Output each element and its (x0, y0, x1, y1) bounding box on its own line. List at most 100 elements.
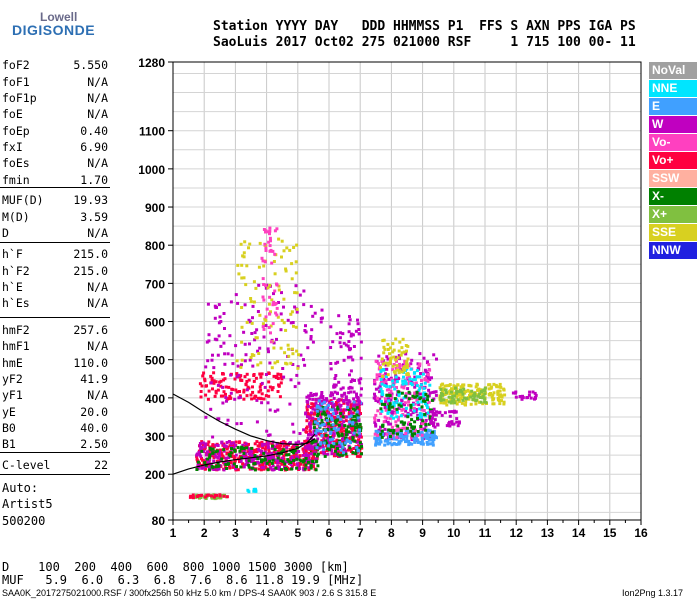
echo-point (244, 283, 248, 287)
echo-point (402, 350, 406, 354)
echo-point (199, 496, 203, 499)
echo-point (282, 305, 285, 309)
param-key: hmF2 (2, 323, 30, 337)
echo-point (402, 426, 406, 430)
echo-point (271, 456, 275, 459)
echo-point (308, 424, 312, 428)
echo-point (334, 447, 338, 451)
echo-point (235, 422, 239, 426)
echo-point (241, 443, 245, 447)
param-value: 6.90 (80, 140, 108, 154)
echo-point (416, 430, 420, 433)
echo-point (373, 392, 376, 396)
echo-point (357, 419, 361, 423)
echo-point (379, 407, 383, 411)
echo-point (319, 441, 323, 445)
echo-point (248, 358, 252, 362)
echo-point (255, 328, 259, 332)
echo-point (277, 288, 281, 292)
echo-point (344, 398, 348, 402)
echo-point (310, 459, 314, 463)
echo-point (392, 355, 396, 359)
echo-point (352, 397, 356, 401)
echo-point (291, 422, 295, 426)
echo-point (475, 382, 479, 386)
echo-point (411, 411, 415, 415)
echo-point (324, 453, 328, 457)
echo-point (294, 284, 298, 288)
echo-point (206, 457, 210, 461)
echo-point (312, 426, 316, 430)
echo-point (350, 386, 354, 390)
echo-point (252, 379, 256, 383)
echo-point (426, 411, 430, 415)
param-key: h`Es (2, 296, 30, 310)
echo-point (400, 351, 404, 355)
echo-point (198, 382, 202, 386)
echo-point (204, 365, 208, 369)
echo-point (348, 373, 351, 377)
param-key: h`F2 (2, 264, 30, 278)
echo-point (386, 348, 390, 351)
echo-point (341, 453, 345, 457)
echo-point (528, 390, 532, 394)
echo-point (256, 457, 260, 461)
echo-point (350, 412, 354, 416)
echo-point (423, 368, 427, 372)
echo-point (329, 367, 333, 371)
echo-point (225, 467, 229, 470)
echo-point (268, 244, 272, 248)
echo-point (306, 412, 310, 415)
echo-point (227, 385, 231, 389)
echo-point (338, 420, 342, 424)
echo-point (411, 403, 415, 407)
param-divider (0, 317, 110, 318)
echo-point (419, 372, 423, 375)
echo-point (200, 440, 204, 444)
echo-point (319, 415, 323, 419)
echo-point (320, 434, 324, 438)
echo-point (272, 346, 276, 350)
echo-point (333, 377, 337, 380)
echo-point (234, 440, 238, 444)
echo-point (456, 383, 460, 387)
echo-point (264, 465, 268, 469)
echo-point (298, 458, 302, 462)
echo-point (321, 450, 325, 454)
echo-point (275, 442, 279, 446)
echo-point (265, 461, 269, 465)
echo-point (392, 401, 396, 405)
echo-point (415, 369, 419, 373)
echo-point (271, 249, 275, 253)
echo-point (491, 393, 495, 397)
y-tick-label: 500 (145, 354, 165, 368)
echo-point (269, 248, 273, 252)
echo-point (450, 399, 454, 403)
echo-point (316, 414, 320, 417)
echo-point (344, 452, 348, 456)
echo-point (304, 451, 308, 455)
echo-point (456, 398, 460, 402)
echo-point (451, 410, 454, 414)
y-tick-label: 1000 (138, 163, 165, 177)
echo-point (491, 397, 495, 401)
echo-point (419, 425, 423, 428)
x-tick-label: 7 (357, 526, 364, 540)
echo-point (294, 452, 298, 456)
echo-point (408, 375, 411, 379)
echo-point (248, 447, 252, 451)
x-tick-label: 3 (232, 526, 239, 540)
echo-point (379, 412, 383, 416)
echo-point (411, 427, 415, 430)
x-tick-label: 15 (603, 526, 617, 540)
echo-point (292, 454, 296, 458)
echo-point (389, 414, 393, 418)
echo-point (295, 349, 299, 353)
echo-point (387, 422, 391, 426)
echo-point (393, 371, 397, 375)
param-key: foEs (2, 156, 30, 170)
echo-point (326, 452, 330, 456)
echo-point (513, 391, 517, 395)
echo-point (199, 447, 203, 451)
echo-point (357, 454, 361, 458)
